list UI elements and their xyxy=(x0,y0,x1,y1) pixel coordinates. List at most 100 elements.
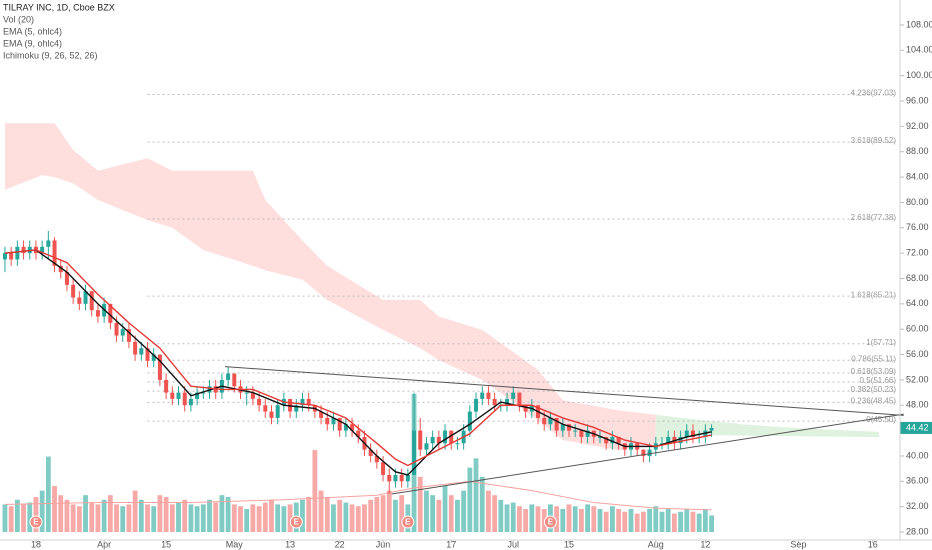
volume-bar xyxy=(374,497,380,532)
fib-label: 4.236(97.03) xyxy=(851,89,897,98)
volume-bar xyxy=(337,499,343,532)
y-tick-label: 88.00 xyxy=(906,146,929,156)
candle-body xyxy=(684,430,689,437)
volume-bar xyxy=(169,504,175,532)
volume-bar xyxy=(14,499,20,532)
candle-body xyxy=(195,392,200,399)
candle-body xyxy=(257,398,262,406)
candle-body xyxy=(71,284,76,298)
volume-bar xyxy=(219,495,225,532)
candle-body xyxy=(474,398,479,412)
volume-bar xyxy=(386,490,392,532)
y-tick-label: 108.00 xyxy=(906,19,932,29)
volume-bar xyxy=(566,504,572,532)
fib-label: 3.618(89.52) xyxy=(851,136,897,145)
candle-body xyxy=(64,272,69,285)
candle-body xyxy=(709,427,714,431)
x-tick-label: 18 xyxy=(31,539,41,549)
candle-body xyxy=(480,392,485,399)
volume-bar xyxy=(89,502,95,532)
volume-bar xyxy=(709,515,714,532)
candle-body xyxy=(95,310,100,317)
candle-body xyxy=(331,417,336,425)
candle-body xyxy=(455,443,460,445)
volume-bar xyxy=(696,513,702,532)
candle-body xyxy=(381,462,386,475)
candle-body xyxy=(579,430,584,437)
last-price-label: 44.42 xyxy=(906,422,929,432)
candle-body xyxy=(486,392,491,399)
x-tick-label: 13 xyxy=(285,539,295,549)
fib-label: 1.618(65.21) xyxy=(851,290,897,299)
fib-label: 0.786(55.11) xyxy=(851,354,896,363)
candle-body xyxy=(517,392,522,406)
volume-bar xyxy=(287,504,293,532)
ema-line xyxy=(4,249,712,467)
y-tick-label: 104.00 xyxy=(906,45,932,55)
fib-label: 0.5(51.66) xyxy=(860,376,897,385)
candle-body xyxy=(164,379,169,393)
x-tick-label: 15 xyxy=(564,539,574,549)
volume-bar xyxy=(554,506,560,532)
volume-bar xyxy=(281,506,287,532)
volume-bar xyxy=(83,495,88,532)
y-tick-label: 60.00 xyxy=(906,324,929,334)
candle-body xyxy=(126,329,131,342)
volume-bar xyxy=(424,490,429,532)
candle-body xyxy=(157,354,162,380)
earnings-marker xyxy=(289,515,303,529)
x-tick-label: 17 xyxy=(446,539,456,549)
candle-body xyxy=(641,449,646,456)
x-tick-label: May xyxy=(226,539,244,549)
volume-bar xyxy=(95,504,101,532)
candle-body xyxy=(46,240,51,247)
volume-bar xyxy=(52,486,57,532)
trendline xyxy=(391,413,904,495)
candle-body xyxy=(585,430,590,437)
volume-bar xyxy=(628,509,634,532)
volume-bar xyxy=(39,490,45,532)
legend-ema5: EMA (5, ohlc4) xyxy=(3,26,62,36)
ichimoku-cloud xyxy=(4,123,656,451)
y-tick-label: 76.00 xyxy=(906,222,929,232)
volume-bar xyxy=(473,458,479,532)
volume-bar xyxy=(343,502,349,532)
volume-bar xyxy=(262,502,268,532)
volume-bar xyxy=(560,509,566,532)
candle-body xyxy=(337,417,342,431)
volume-bar xyxy=(182,499,188,532)
earnings-marker xyxy=(543,515,557,529)
x-tick-label: Jun xyxy=(376,539,391,549)
earnings-label: E xyxy=(33,518,39,527)
y-tick-label: 100.00 xyxy=(906,70,932,80)
candle-body xyxy=(548,417,553,425)
candle-body xyxy=(269,411,274,418)
legend-ichimoku: Ichimoku (9, 26, 52, 26) xyxy=(3,50,98,60)
volume-bar xyxy=(504,504,510,532)
candle-body xyxy=(343,424,348,431)
volume-bar xyxy=(678,511,683,532)
y-tick-label: 72.00 xyxy=(906,248,929,258)
candle-body xyxy=(598,436,602,438)
volume-bar xyxy=(671,513,677,532)
volume-bar xyxy=(176,502,181,532)
candle-body xyxy=(188,398,193,406)
volume-bar xyxy=(461,490,467,532)
volume-bar xyxy=(647,509,652,532)
volume-bar xyxy=(393,499,398,532)
volume-bar xyxy=(58,495,64,532)
fib-label: 0(45.50) xyxy=(866,415,896,424)
volume-bar xyxy=(114,504,119,532)
candle-body xyxy=(15,246,20,260)
volume-bar xyxy=(231,504,237,532)
candle-body xyxy=(300,398,305,406)
volume-bar xyxy=(151,506,157,532)
volume-bar xyxy=(213,502,219,532)
candle-body xyxy=(436,436,441,444)
candle-body xyxy=(412,430,417,475)
candle-body xyxy=(505,398,510,406)
candle-body xyxy=(294,405,299,412)
candle-body xyxy=(610,436,615,444)
volume-bar xyxy=(275,504,281,532)
